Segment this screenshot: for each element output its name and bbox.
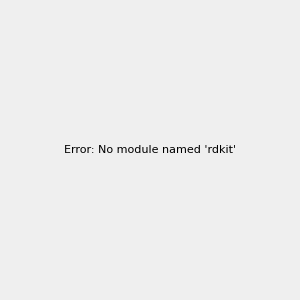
Text: Error: No module named 'rdkit': Error: No module named 'rdkit' [64, 145, 236, 155]
